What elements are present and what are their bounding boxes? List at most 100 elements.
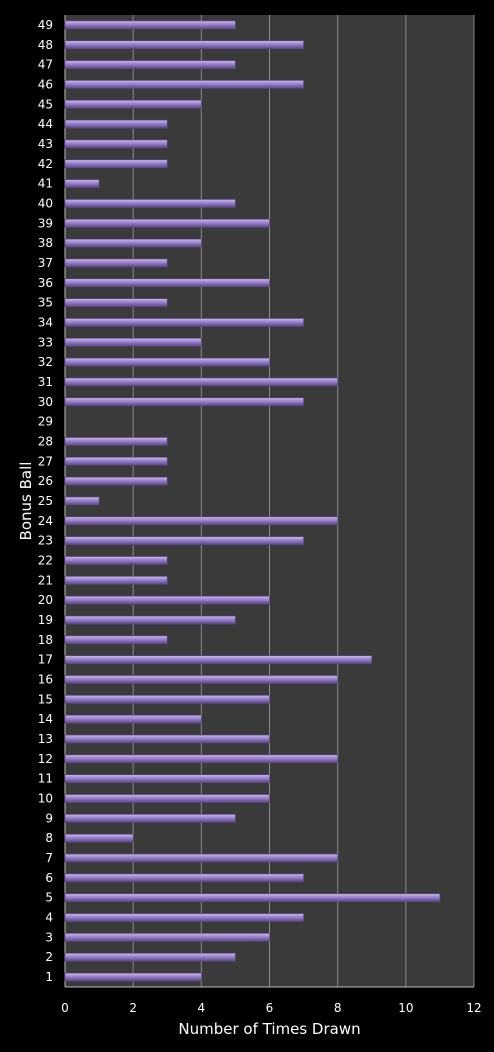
y-tick-label: 17 bbox=[38, 653, 53, 667]
y-tick-label: 8 bbox=[45, 831, 53, 845]
bar-40 bbox=[64, 199, 236, 208]
y-tick-label: 47 bbox=[38, 58, 53, 72]
y-tick-label: 44 bbox=[38, 117, 53, 131]
y-tick-label: 38 bbox=[38, 236, 53, 250]
y-tick-label: 20 bbox=[38, 593, 53, 607]
bar-11 bbox=[64, 774, 270, 784]
y-tick-label: 23 bbox=[38, 534, 53, 548]
y-tick-label: 40 bbox=[38, 196, 53, 210]
y-tick-label: 45 bbox=[38, 97, 53, 111]
y-tick-label: 39 bbox=[38, 216, 53, 230]
y-tick-labels: 1234567891011121314151617181920212223242… bbox=[38, 18, 53, 984]
y-tick-label: 14 bbox=[38, 712, 53, 726]
y-tick-label: 43 bbox=[38, 137, 53, 151]
y-tick-label: 33 bbox=[38, 335, 53, 349]
y-tick-label: 26 bbox=[38, 474, 53, 488]
bar-39 bbox=[64, 218, 270, 228]
y-tick-label: 9 bbox=[45, 811, 53, 825]
bar-17 bbox=[64, 655, 373, 664]
bar-2 bbox=[64, 952, 236, 962]
y-tick-label: 16 bbox=[38, 673, 53, 687]
bar-41 bbox=[64, 179, 100, 188]
bar-23 bbox=[64, 536, 304, 545]
y-tick-label: 32 bbox=[38, 355, 53, 369]
x-tick-label: 12 bbox=[466, 1001, 481, 1015]
bar-3 bbox=[64, 933, 270, 942]
bar-10 bbox=[64, 794, 270, 803]
y-tick-label: 31 bbox=[38, 375, 53, 389]
y-tick-label: 2 bbox=[45, 950, 53, 964]
bar-18 bbox=[64, 635, 168, 645]
y-tick-label: 35 bbox=[38, 296, 53, 310]
bar-5 bbox=[64, 893, 441, 903]
x-tick-labels: 0 2 4 6 8 10 12 bbox=[61, 1001, 481, 1015]
y-axis-title: Bonus Ball bbox=[17, 462, 35, 541]
bar-15 bbox=[64, 695, 270, 704]
x-axis-title: Number of Times Drawn bbox=[178, 1020, 360, 1038]
y-tick-label: 4 bbox=[45, 911, 53, 925]
y-tick-label: 19 bbox=[38, 613, 53, 627]
bar-48 bbox=[64, 40, 304, 50]
y-tick-label: 15 bbox=[38, 692, 53, 706]
bar-19 bbox=[64, 615, 236, 625]
y-tick-label: 37 bbox=[38, 256, 53, 270]
x-tick-label: 6 bbox=[266, 1001, 274, 1015]
y-tick-label: 25 bbox=[38, 494, 53, 508]
bar-16 bbox=[64, 675, 338, 684]
bar-33 bbox=[64, 338, 202, 347]
bar-34 bbox=[64, 318, 304, 327]
bar-13 bbox=[64, 734, 270, 744]
bar-32 bbox=[64, 357, 270, 367]
y-tick-label: 48 bbox=[38, 38, 53, 52]
y-tick-label: 6 bbox=[45, 871, 53, 885]
bar-22 bbox=[64, 556, 168, 565]
bar-4 bbox=[64, 913, 304, 922]
y-tick-label: 28 bbox=[38, 434, 53, 448]
bar-47 bbox=[64, 60, 236, 69]
bar-8 bbox=[64, 833, 134, 843]
y-tick-label: 10 bbox=[38, 792, 53, 806]
bar-42 bbox=[64, 159, 168, 169]
bar-27 bbox=[64, 457, 168, 466]
y-tick-label: 11 bbox=[38, 772, 53, 786]
bar-37 bbox=[64, 258, 168, 268]
y-tick-label: 29 bbox=[38, 415, 53, 429]
y-tick-label: 36 bbox=[38, 276, 53, 290]
bar-20 bbox=[64, 595, 270, 605]
bar-38 bbox=[64, 238, 202, 248]
y-tick-label: 12 bbox=[38, 752, 53, 766]
y-tick-label: 30 bbox=[38, 395, 53, 409]
bar-49 bbox=[64, 20, 236, 30]
bar-9 bbox=[64, 814, 236, 823]
bar-25 bbox=[64, 496, 100, 506]
x-tick-label: 10 bbox=[398, 1001, 413, 1015]
x-tick-label: 2 bbox=[129, 1001, 137, 1015]
y-tick-label: 27 bbox=[38, 454, 53, 468]
y-tick-label: 24 bbox=[38, 514, 53, 528]
bar-6 bbox=[64, 873, 304, 883]
y-tick-label: 21 bbox=[38, 573, 53, 587]
y-tick-label: 34 bbox=[38, 315, 53, 329]
y-tick-label: 18 bbox=[38, 633, 53, 647]
bar-26 bbox=[64, 476, 168, 486]
y-tick-label: 22 bbox=[38, 554, 53, 568]
bar-12 bbox=[64, 754, 338, 764]
y-tick-label: 7 bbox=[45, 851, 53, 865]
x-tick-label: 0 bbox=[61, 1001, 69, 1015]
bar-45 bbox=[64, 99, 202, 109]
y-tick-label: 3 bbox=[45, 930, 53, 944]
gridlines bbox=[64, 15, 475, 988]
x-tick-label: 8 bbox=[334, 1001, 342, 1015]
bar-7 bbox=[64, 853, 338, 863]
bars bbox=[64, 20, 441, 982]
bar-43 bbox=[64, 139, 168, 149]
bar-1 bbox=[64, 972, 202, 982]
bar-31 bbox=[64, 377, 338, 387]
bar-24 bbox=[64, 516, 338, 526]
y-tick-label: 49 bbox=[38, 18, 53, 32]
x-tick-label: 4 bbox=[198, 1001, 206, 1015]
bar-44 bbox=[64, 119, 168, 129]
y-tick-label: 41 bbox=[38, 177, 53, 191]
bar-21 bbox=[64, 576, 168, 585]
